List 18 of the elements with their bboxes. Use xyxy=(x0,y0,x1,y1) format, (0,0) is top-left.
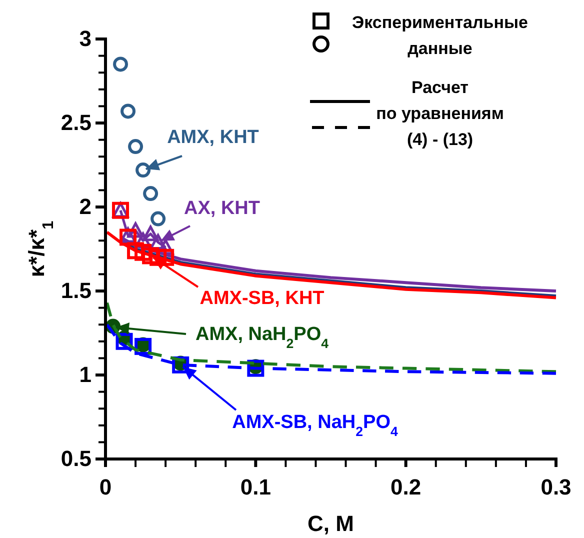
annotation: AMX, NaH$_{2}$PO$_{4}$ xyxy=(195,324,330,350)
annotation: AMX-SB, NaH$_{2}$PO$_{4}$ xyxy=(232,412,398,438)
y-tick-label: 0.5 xyxy=(60,446,92,472)
x-tick-label: 0.1 xyxy=(240,474,271,500)
annotation: Расчет по уравнениям (4) - (13) xyxy=(376,78,504,149)
annotation: AX, KHT xyxy=(184,198,260,219)
y-tick-label: 2.5 xyxy=(60,110,92,136)
y-tick-label: 1 xyxy=(79,362,92,388)
y-tick-label: 1.5 xyxy=(60,278,92,304)
y-tick-label: 3 xyxy=(79,26,92,52)
annotation: Экспериментальные данные xyxy=(352,13,528,58)
annotation: AMX, KHT xyxy=(167,127,260,148)
x-tick-label: 0.3 xyxy=(540,474,572,500)
x-tick-label: 0.2 xyxy=(390,474,422,500)
y-tick-label: 2 xyxy=(79,194,92,220)
x-axis-title: C, M xyxy=(308,511,354,536)
x-tick-label: 0 xyxy=(99,474,112,500)
annotation: AMX-SB, KHT xyxy=(200,288,325,309)
